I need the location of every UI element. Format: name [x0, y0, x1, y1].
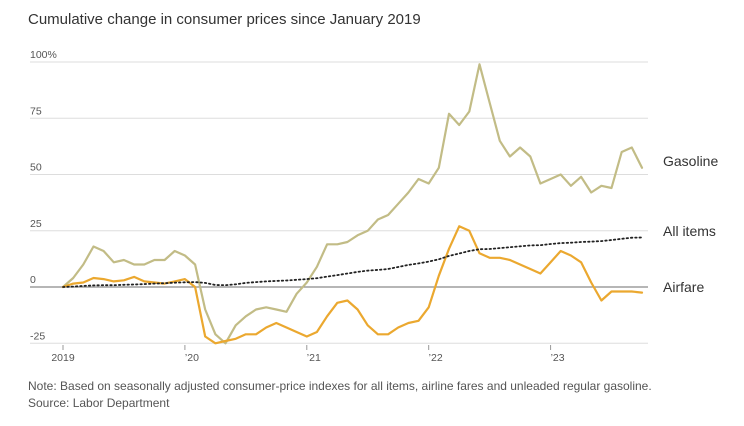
note-text: Note: Based on seasonally adjusted consu…	[28, 379, 652, 393]
y-tick-label: 75	[30, 105, 42, 117]
series-label-all-items: All items	[663, 223, 716, 239]
y-tick-label: 50	[30, 162, 42, 174]
x-tick-label: ’20	[185, 352, 199, 364]
y-tick-label: 100%	[30, 49, 57, 61]
chart-footnote: Note: Based on seasonally adjusted consu…	[28, 378, 652, 412]
y-tick-label: -25	[30, 330, 45, 342]
x-tick-label: ’22	[429, 352, 443, 364]
series-line-all-items	[62, 236, 643, 288]
y-tick-label: 0	[30, 274, 36, 286]
x-tick-label: ’23	[551, 352, 565, 364]
x-tick-label: ’21	[307, 352, 321, 364]
gridlines: 100% 75 50 25 0 -25	[30, 49, 648, 344]
series-label-gasoline: Gasoline	[663, 153, 718, 169]
series-label-airfare: Airfare	[663, 279, 704, 295]
line-chart: 100% 75 50 25 0 -25 2019 ’20 ’21 ’22 ’23 Gasoline…	[30, 49, 718, 364]
series-lines	[61, 63, 644, 345]
series-line-gasoline	[61, 63, 644, 345]
chart-title: Cumulative change in consumer prices sin…	[28, 11, 421, 28]
x-tick-label: 2019	[51, 352, 75, 364]
series-labels: Gasoline All items Airfare	[663, 153, 718, 295]
y-tick-label: 25	[30, 218, 42, 230]
x-axis: 2019 ’20 ’21 ’22 ’23	[51, 345, 565, 364]
source-text: Source: Labor Department	[28, 396, 170, 410]
